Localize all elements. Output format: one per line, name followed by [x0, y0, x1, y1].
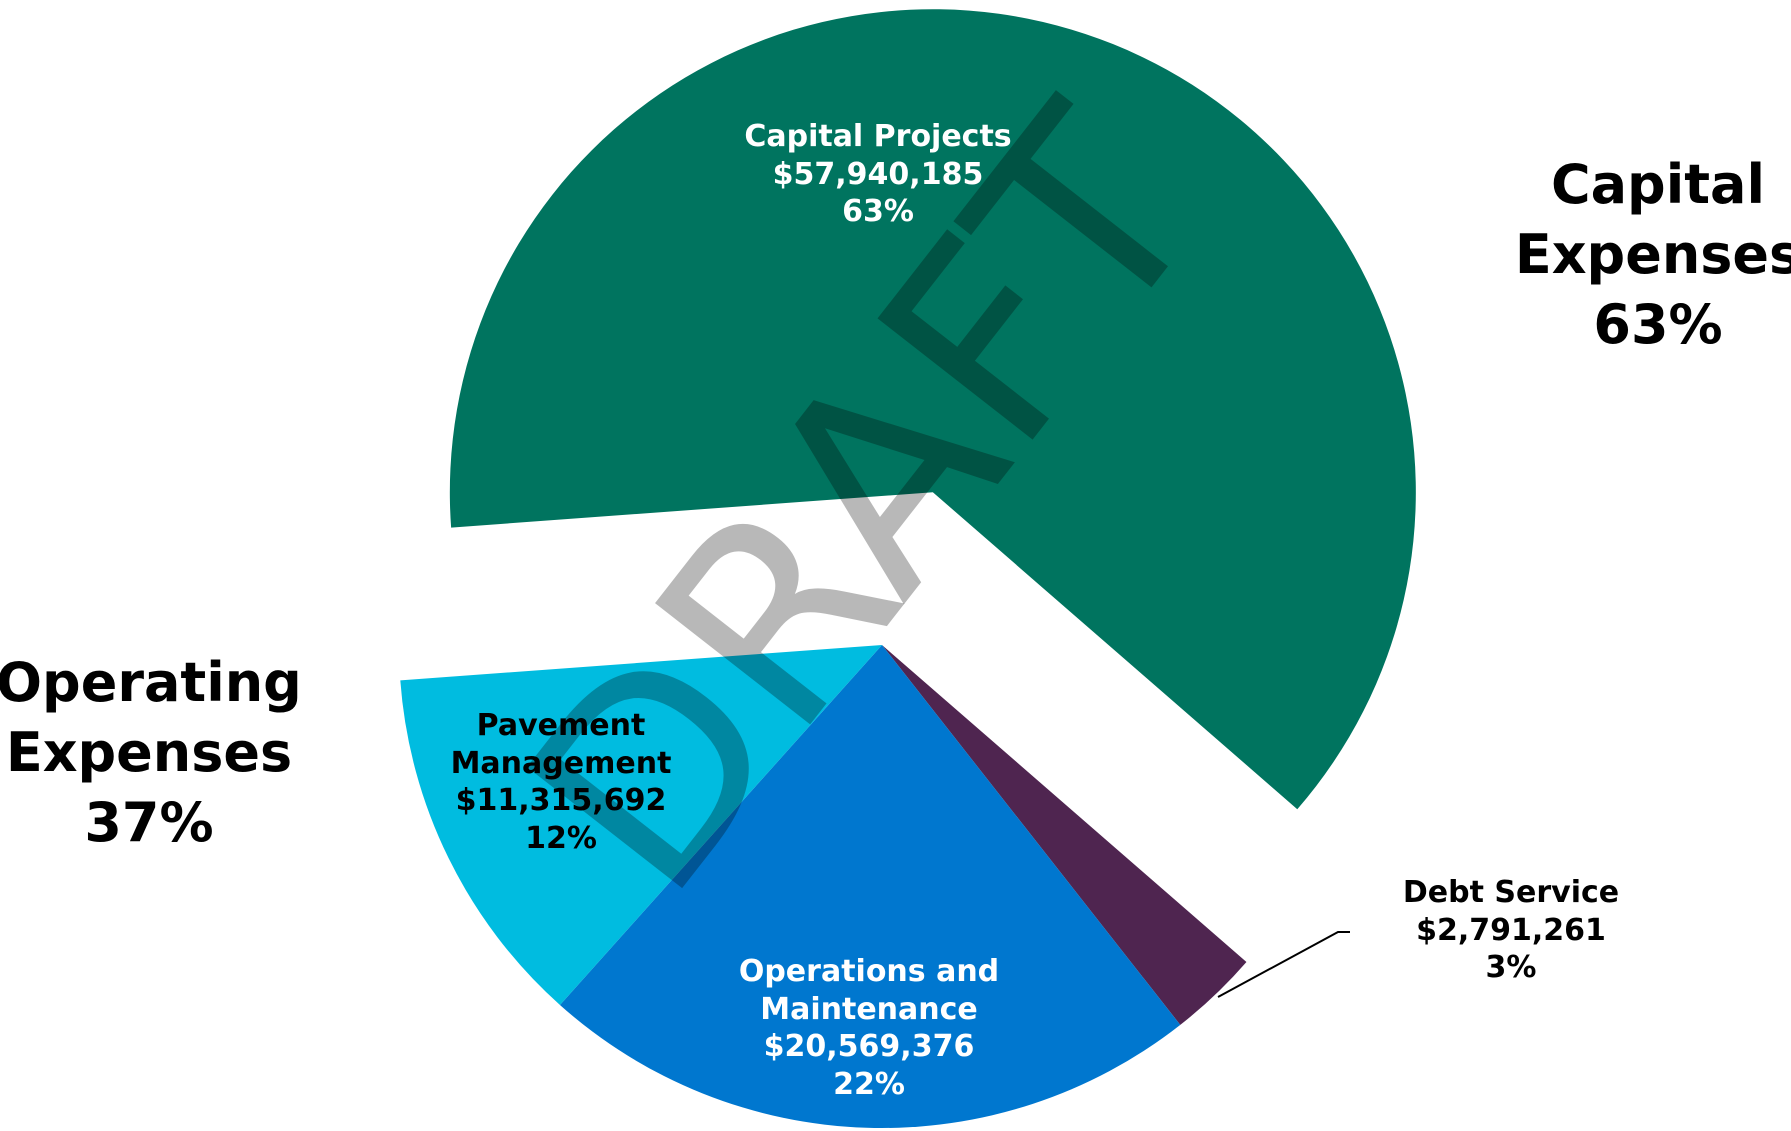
pie-slice — [559, 645, 1181, 1128]
group-name: Operating Expenses — [0, 651, 302, 785]
leader-line — [1217, 931, 1350, 998]
slice-label: Operations and Maintenance $20,569,376 22% — [724, 953, 1014, 1103]
category-name: Debt Service — [1402, 875, 1620, 910]
pie-slice — [400, 645, 882, 1005]
percent-label: 22% — [833, 1066, 905, 1102]
slice-label: Capital Projects $57,940,185 63% — [668, 118, 1088, 231]
percent-label: 3% — [1485, 950, 1537, 985]
value-label: $20,569,376 — [763, 1029, 975, 1064]
group-name: Capital Expenses — [1514, 153, 1791, 287]
value-label: $11,315,692 — [455, 783, 667, 818]
group-share: 63% — [1593, 293, 1723, 357]
category-name: Operations and Maintenance — [738, 954, 1000, 1027]
pie-slice — [449, 9, 1416, 810]
pie-slice — [882, 645, 1247, 1025]
slice-label: Debt Service $2,791,261 3% — [1381, 874, 1641, 987]
group-share: 37% — [84, 791, 214, 855]
group-label: Operating Expenses 37% — [0, 648, 302, 859]
value-label: $57,940,185 — [772, 156, 984, 192]
slice-label: Pavement Management $11,315,692 12% — [446, 707, 676, 857]
value-label: $2,791,261 — [1416, 912, 1606, 948]
category-name: Capital Projects — [744, 119, 1012, 154]
group-label: Capital Expenses 63% — [1515, 150, 1791, 361]
percent-label: 63% — [842, 194, 914, 229]
percent-label: 12% — [525, 820, 597, 856]
category-name: Pavement Management — [450, 708, 672, 781]
